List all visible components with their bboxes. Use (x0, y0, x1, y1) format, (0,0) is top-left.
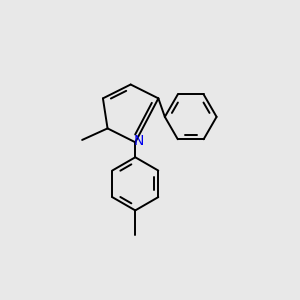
Text: N: N (134, 134, 144, 148)
